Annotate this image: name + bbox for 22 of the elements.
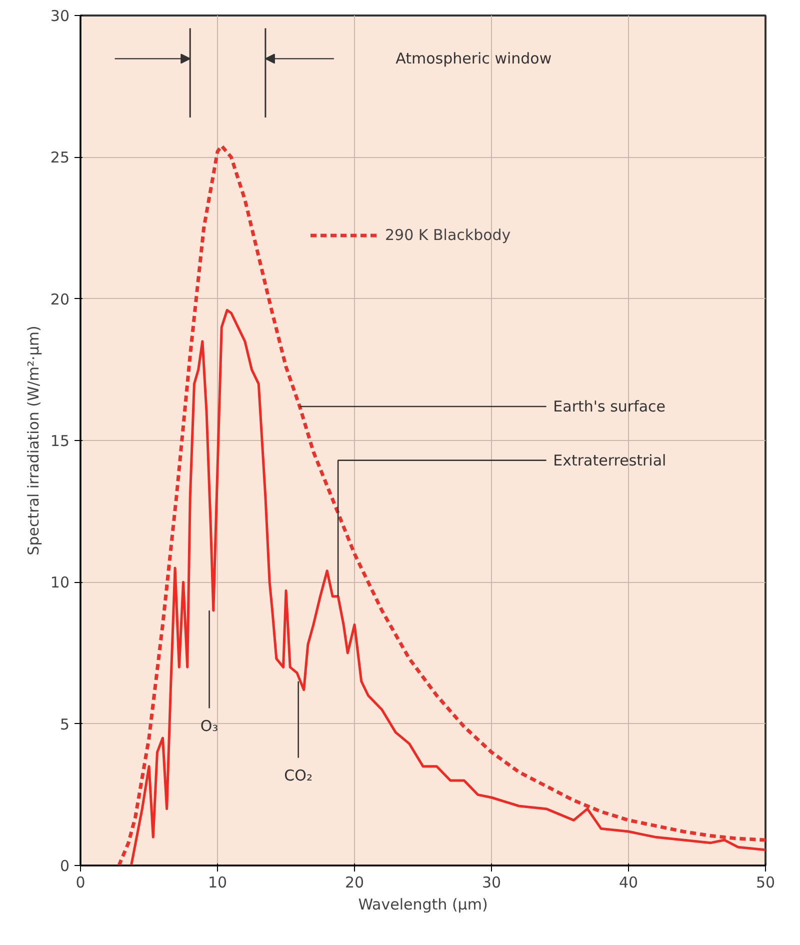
y-tick-label: 5 [60, 715, 70, 734]
ref-line-label: Atmospheric window [396, 50, 552, 68]
annotation: O₃ [200, 716, 218, 735]
y-axis-title: Spectral irradiation (W/m²·μm) [24, 326, 42, 556]
x-tick-label: 0 [76, 874, 86, 892]
legend-label: 290 K Blackbody [385, 226, 511, 244]
line-series [117, 144, 766, 866]
annotation: Extraterrestrial [553, 451, 666, 470]
x-tick-label: 50 [756, 874, 776, 892]
annotation: CO₂ [284, 766, 312, 784]
y-tick-label: 10 [50, 574, 70, 592]
x-tick-label: 30 [482, 874, 502, 892]
y-tick-label: 30 [50, 7, 70, 25]
x-tick-label: 40 [618, 874, 638, 892]
y-tick-label: 25 [50, 148, 70, 167]
y-tick-label: 0 [60, 857, 70, 875]
y-tick-label: 20 [50, 290, 70, 308]
x-tick-label: 10 [208, 874, 228, 892]
y-tick-label: 15 [50, 432, 70, 450]
x-axis-title: Wavelength (μm) [358, 896, 488, 914]
x-tick-label: 20 [344, 874, 364, 892]
annotation: Earth's surface [553, 398, 666, 416]
